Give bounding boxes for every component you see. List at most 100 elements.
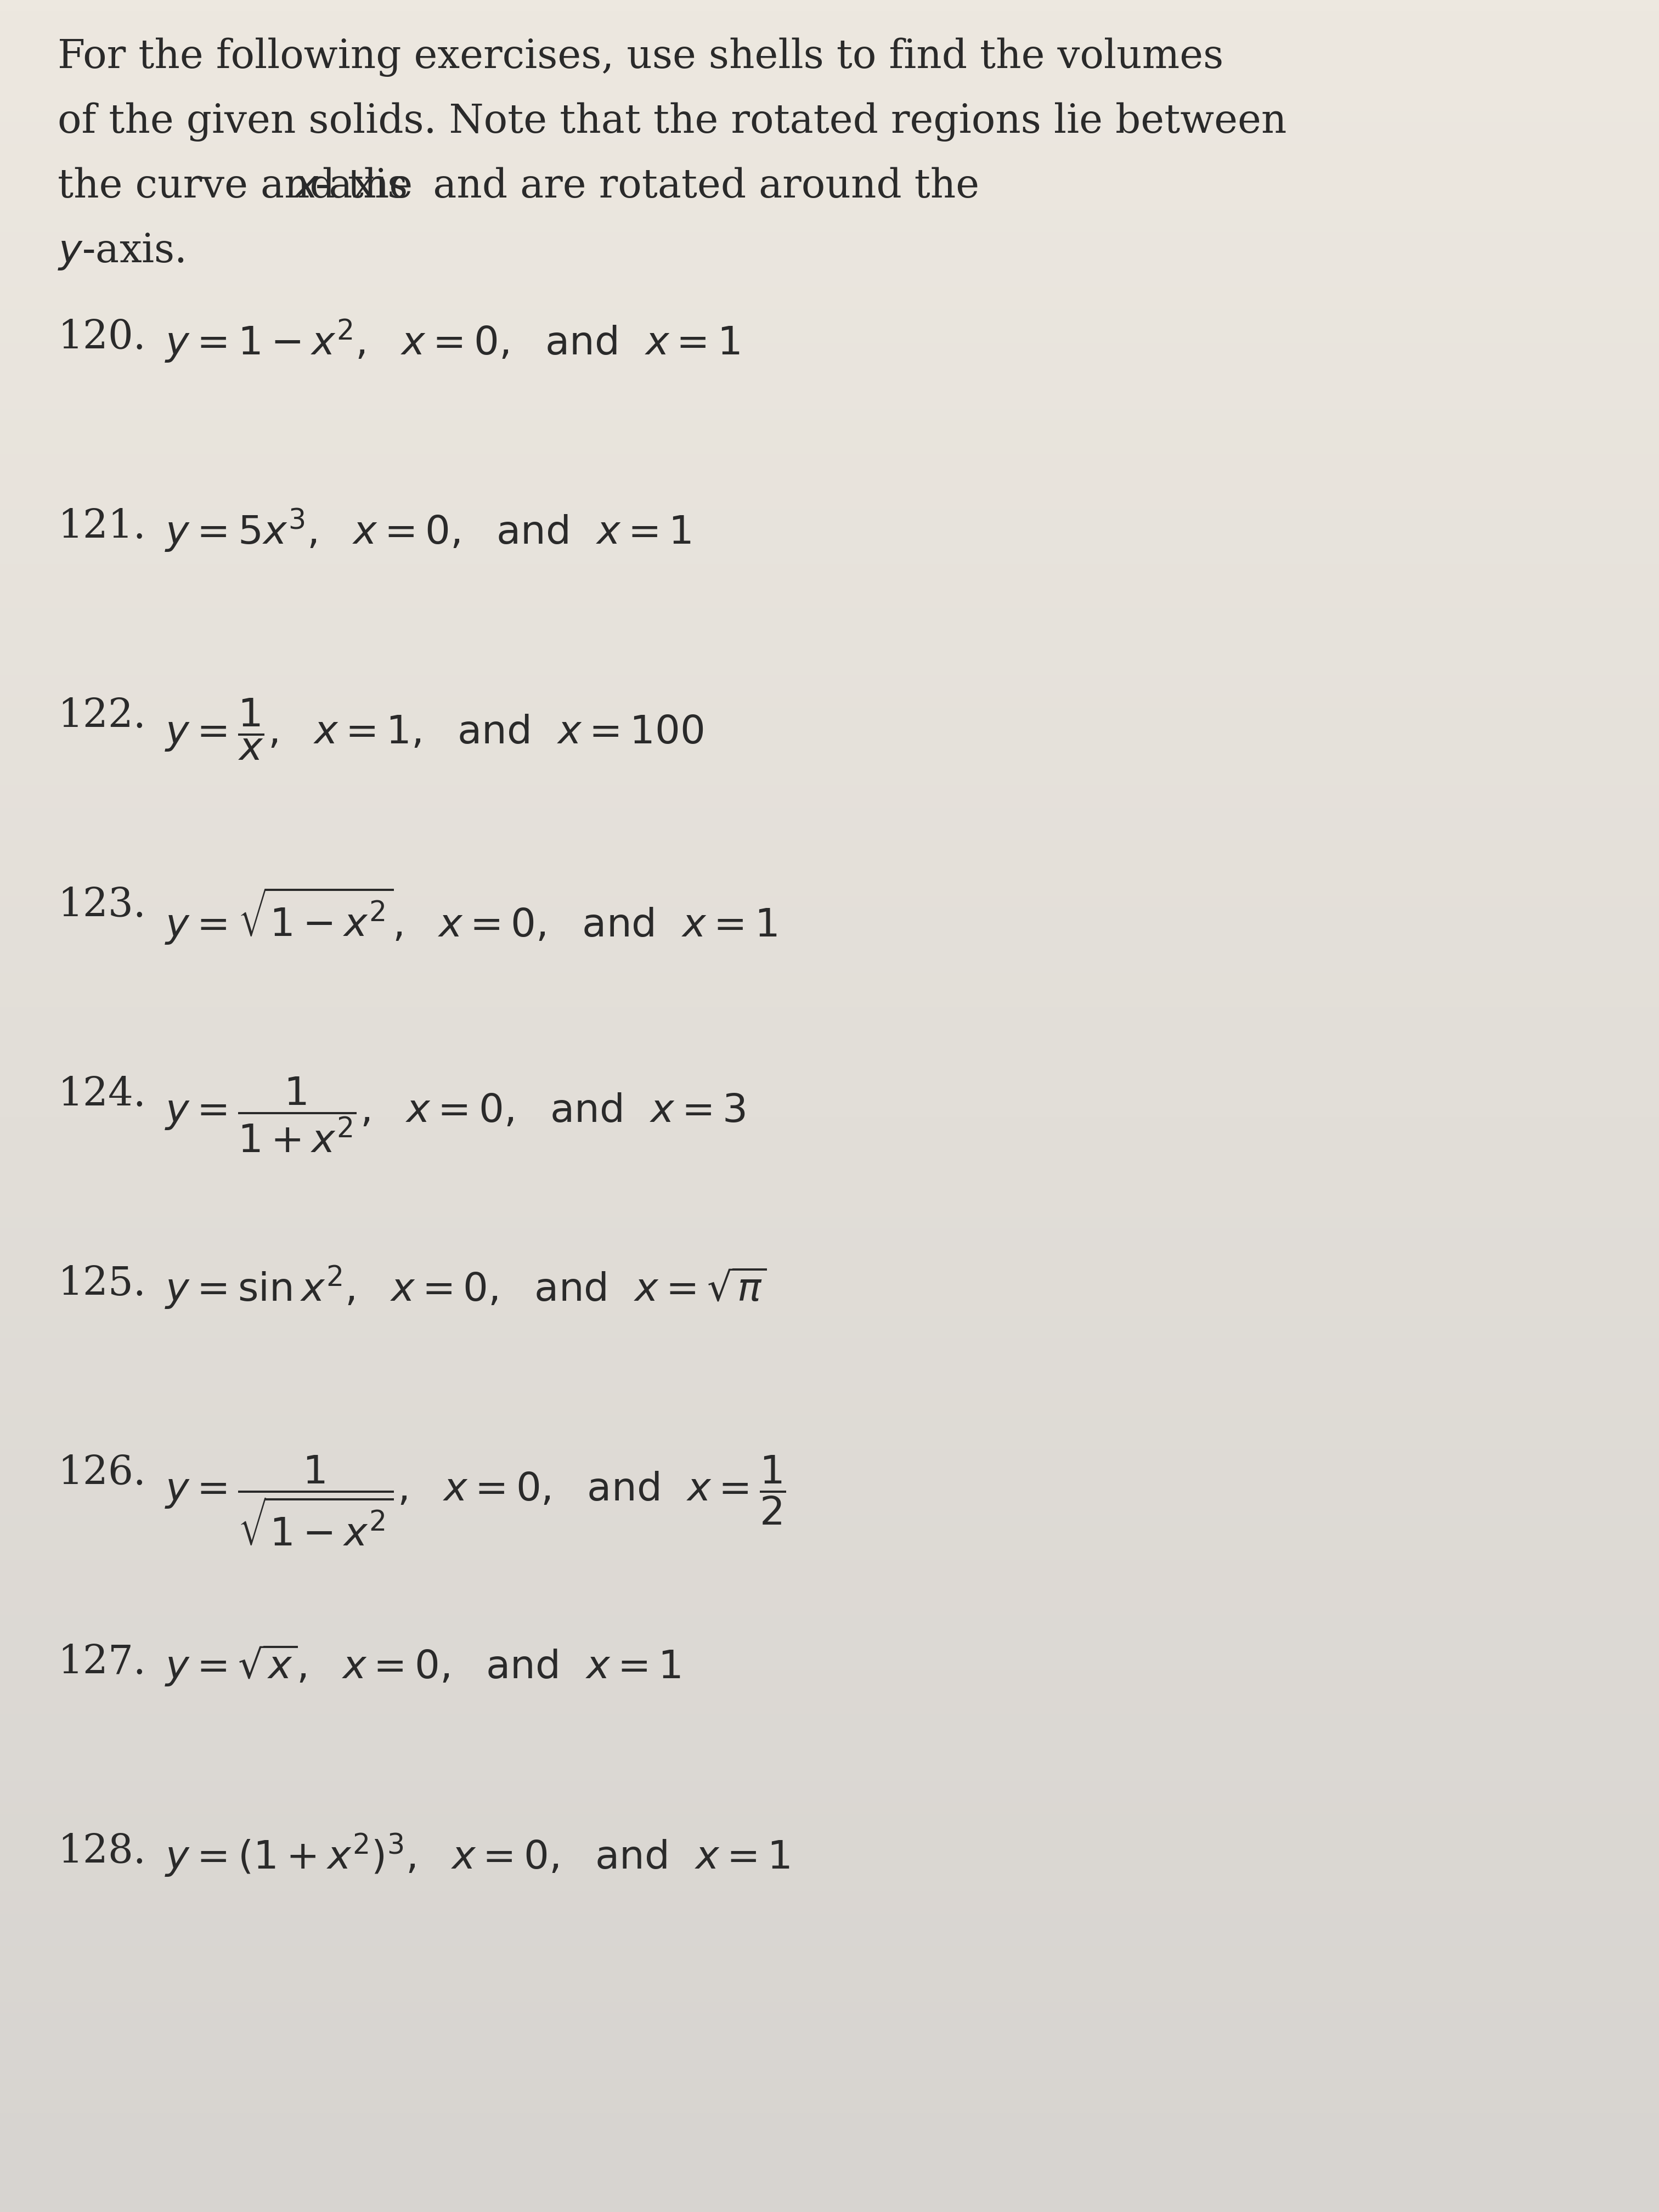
Bar	[0, 254, 1659, 265]
Bar	[0, 1194, 1659, 1206]
Bar	[0, 984, 1659, 995]
Bar	[0, 1471, 1659, 1482]
Bar	[0, 2157, 1659, 2168]
Bar	[0, 1449, 1659, 1460]
Bar	[0, 365, 1659, 376]
Bar	[0, 288, 1659, 299]
Bar	[0, 88, 1659, 100]
Bar	[0, 630, 1659, 641]
Bar	[0, 409, 1659, 420]
Bar	[0, 2135, 1659, 2146]
Bar	[0, 1206, 1659, 1217]
Bar	[0, 199, 1659, 210]
Text: 126.: 126.	[58, 1453, 146, 1493]
Bar	[0, 1526, 1659, 1537]
Bar	[0, 1803, 1659, 1814]
Bar	[0, 542, 1659, 553]
Bar	[0, 686, 1659, 697]
Text: of the given solids. Note that the rotated regions lie between: of the given solids. Note that the rotat…	[58, 102, 1287, 142]
Bar	[0, 1084, 1659, 1095]
Bar	[0, 1980, 1659, 1991]
Bar	[0, 476, 1659, 487]
Bar	[0, 453, 1659, 465]
Bar	[0, 1571, 1659, 1582]
Bar	[0, 1460, 1659, 1471]
Bar	[0, 2079, 1659, 2090]
Bar	[0, 1936, 1659, 1947]
Bar	[0, 1172, 1659, 1183]
Bar	[0, 796, 1659, 807]
Bar	[0, 1305, 1659, 1316]
Bar	[0, 995, 1659, 1006]
Text: $y = 5x^3,\ \ x = 0,\ \ \mathrm{and}\ \ x = 1$: $y = 5x^3,\ \ x = 0,\ \ \mathrm{and}\ \ …	[164, 507, 692, 555]
Bar	[0, 1161, 1659, 1172]
Bar	[0, 2035, 1659, 2046]
Bar	[0, 708, 1659, 719]
Bar	[0, 675, 1659, 686]
Bar	[0, 1338, 1659, 1349]
Text: For the following exercises, use shells to find the volumes: For the following exercises, use shells …	[58, 38, 1224, 77]
Bar	[0, 155, 1659, 166]
Bar	[0, 586, 1659, 597]
Text: 122.: 122.	[58, 697, 146, 734]
Bar	[0, 1703, 1659, 1714]
Bar	[0, 1349, 1659, 1360]
Bar	[0, 730, 1659, 741]
Bar	[0, 1427, 1659, 1438]
Bar	[0, 719, 1659, 730]
Bar	[0, 509, 1659, 520]
Bar	[0, 1261, 1659, 1272]
Bar	[0, 863, 1659, 874]
Text: $y = \dfrac{1}{\sqrt{1 - x^2}},\ \ x = 0,\ \ \mathrm{and}\ \ x = \dfrac{1}{2}$: $y = \dfrac{1}{\sqrt{1 - x^2}},\ \ x = 0…	[164, 1453, 786, 1546]
Bar	[0, 653, 1659, 664]
Bar	[0, 66, 1659, 77]
Text: $y = \dfrac{1}{1 + x^2},\ \ x = 0,\ \ \mathrm{and}\ \ x = 3$: $y = \dfrac{1}{1 + x^2},\ \ x = 0,\ \ \m…	[164, 1075, 745, 1155]
Bar	[0, 1747, 1659, 1759]
Bar	[0, 122, 1659, 133]
Bar	[0, 310, 1659, 321]
Bar	[0, 2013, 1659, 2024]
Bar	[0, 2090, 1659, 2101]
Bar	[0, 1515, 1659, 1526]
Bar	[0, 1692, 1659, 1703]
Text: $y = \sqrt{x},\ \ x = 0,\ \ \mathrm{and}\ \ x = 1$: $y = \sqrt{x},\ \ x = 0,\ \ \mathrm{and}…	[164, 1644, 680, 1688]
Text: $y = 1 - x^2,\ \ x = 0,\ \ \mathrm{and}\ \ x = 1$: $y = 1 - x^2,\ \ x = 0,\ \ \mathrm{and}\…	[164, 319, 740, 365]
Bar	[0, 431, 1659, 442]
Bar	[0, 597, 1659, 608]
Bar	[0, 664, 1659, 675]
Bar	[0, 619, 1659, 630]
Bar	[0, 2179, 1659, 2190]
Text: $y = \sqrt{1 - x^2},\ \ x = 0,\ \ \mathrm{and}\ \ x = 1$: $y = \sqrt{1 - x^2},\ \ x = 0,\ \ \mathr…	[164, 887, 776, 947]
Bar	[0, 1759, 1659, 1770]
Text: 121.: 121.	[58, 507, 146, 546]
Bar	[0, 1958, 1659, 1969]
Bar	[0, 1062, 1659, 1073]
Bar	[0, 1416, 1659, 1427]
Bar	[0, 962, 1659, 973]
Bar	[0, 1150, 1659, 1161]
Bar	[0, 1029, 1659, 1040]
Bar	[0, 321, 1659, 332]
Bar	[0, 1106, 1659, 1117]
Bar	[0, 1327, 1659, 1338]
Bar	[0, 1040, 1659, 1051]
Bar	[0, 2112, 1659, 2124]
Bar	[0, 885, 1659, 896]
Bar	[0, 1615, 1659, 1626]
Bar	[0, 1482, 1659, 1493]
Bar	[0, 188, 1659, 199]
Text: 128.: 128.	[58, 1832, 146, 1871]
Bar	[0, 1095, 1659, 1106]
Bar	[0, 166, 1659, 177]
Bar	[0, 1869, 1659, 1880]
Bar	[0, 1593, 1659, 1604]
Bar	[0, 1217, 1659, 1228]
Bar	[0, 354, 1659, 365]
Bar	[0, 387, 1659, 398]
Text: $y$-axis.: $y$-axis.	[58, 232, 184, 272]
Bar	[0, 1073, 1659, 1084]
Bar	[0, 0, 1659, 11]
Bar	[0, 243, 1659, 254]
Bar	[0, 929, 1659, 940]
Bar	[0, 896, 1659, 907]
